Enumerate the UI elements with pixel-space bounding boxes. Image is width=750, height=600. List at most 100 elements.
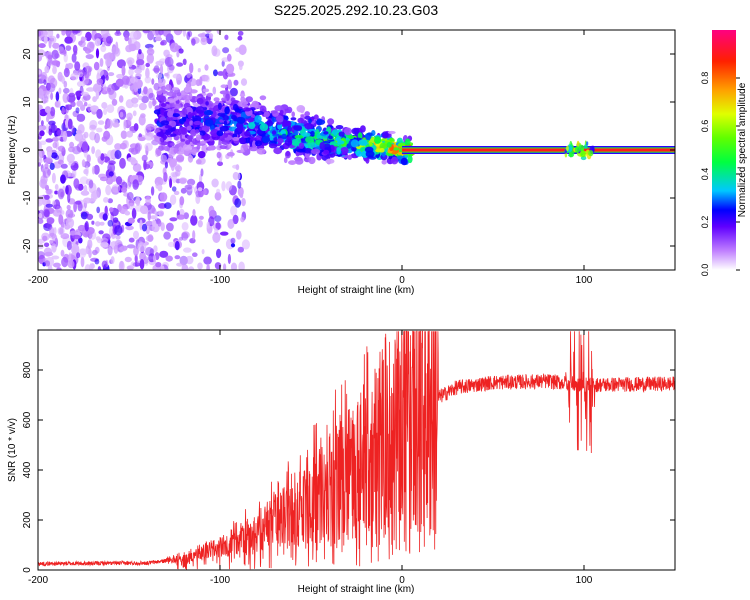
spectrogram-cell	[95, 48, 100, 59]
spectrogram-cell	[96, 108, 103, 119]
spectrogram-cell	[108, 171, 114, 177]
spectrogram-cell	[159, 64, 164, 75]
spectrogram-cell	[248, 122, 256, 130]
spectrogram-cell	[75, 184, 84, 191]
spectrogram-cell	[96, 206, 101, 214]
spectrogram-cell	[73, 50, 78, 56]
spectrogram-cell	[400, 157, 408, 166]
spectrogram-cell	[126, 244, 136, 249]
spectrogram-cell	[159, 58, 167, 64]
spectrogram-cell	[216, 151, 222, 159]
spectrogram-cell	[71, 53, 77, 63]
spectrogram-cell	[138, 49, 142, 55]
spectrogram-cell	[360, 147, 365, 152]
spectrogram-cell	[566, 145, 569, 152]
spectrogram-cell	[147, 30, 155, 41]
spectrogram-cell	[195, 106, 205, 114]
snr-frame	[37, 329, 676, 571]
spectrogram-cell	[256, 148, 266, 155]
spectrogram-cell	[66, 204, 71, 210]
spectrogram-cell	[219, 90, 229, 95]
spectrogram-cell	[169, 42, 179, 53]
spectrogram-cell	[134, 199, 140, 205]
spectrogram-cell	[42, 90, 51, 95]
spectrogram-cell	[186, 31, 191, 41]
spectrogram-cell	[276, 138, 284, 144]
spectrogram-cell	[160, 265, 165, 270]
spectrogram-cell	[49, 162, 55, 170]
snr-series-line	[38, 330, 675, 570]
spectrogram-cell	[57, 71, 63, 82]
spectrogram-cell	[68, 146, 75, 153]
spectrogram-cell	[298, 142, 305, 149]
spectrogram-cell	[90, 105, 99, 112]
spectrogram-cell	[94, 38, 101, 47]
spectrogram-cell	[165, 255, 173, 262]
spectrogram-cell	[109, 207, 114, 213]
spectrogram-cell	[169, 159, 177, 167]
spectrogram-cell	[236, 116, 246, 124]
spectrogram-cell	[173, 97, 179, 101]
spectrogram-cell	[66, 153, 75, 163]
spectrogram-cell	[56, 267, 62, 270]
spectrogram-cell	[379, 142, 388, 150]
spectrogram-cell	[107, 72, 115, 77]
spectrogram-cell	[186, 135, 194, 141]
spectrogram-cell	[580, 156, 587, 161]
spectrogram-cell	[68, 161, 75, 166]
spectrogram-cell	[44, 194, 50, 200]
spectrogram-cell	[131, 208, 137, 219]
spectrogram-cell	[44, 251, 54, 257]
spectrogram-cell	[163, 231, 171, 240]
spectrogram-cell	[299, 106, 305, 114]
spectrogram-cell	[308, 118, 312, 124]
spectrogram-cell	[230, 205, 238, 217]
spectrogram-cell	[83, 184, 88, 194]
snr-xtick-label: -100	[210, 575, 230, 586]
spectrogram-cell	[198, 215, 204, 220]
spectrogram-cell	[241, 198, 246, 207]
spectrogram-cell	[347, 154, 352, 160]
spectrogram-cell	[115, 78, 124, 88]
spectrogram-cell	[164, 130, 171, 136]
spectrogram-cell	[224, 34, 229, 40]
spectrogram-cell	[100, 237, 109, 244]
spectrogram-cell	[159, 250, 169, 258]
spectrogram-cell	[351, 146, 357, 152]
spectrogram-cell	[236, 113, 242, 118]
spectrogram-cell	[183, 247, 192, 253]
spectrogram-cell	[153, 82, 160, 91]
spectrogram-cell	[96, 78, 104, 85]
spectrogram-cell	[338, 131, 345, 137]
spectrogram-cell	[153, 245, 158, 253]
spectrogram-cell	[101, 102, 108, 109]
spectrogram-xtick-label: 0	[399, 275, 405, 286]
spectrogram-cell	[181, 232, 189, 241]
spectrogram-ytick-label: -10	[22, 190, 33, 205]
colorbar-ticks: 0.0 0.2 0.4 0.6 0.8	[700, 72, 740, 276]
spectrogram-cell	[351, 127, 360, 135]
spectrogram-cell	[254, 140, 263, 147]
spectrogram-cell	[178, 177, 188, 184]
spectrogram-cell	[230, 243, 236, 248]
spectrogram-cell	[248, 146, 258, 152]
spectrogram-cell	[189, 120, 194, 126]
spectrogram-cell	[40, 120, 44, 126]
spectrogram-cell	[45, 123, 50, 134]
spectrogram-cell	[57, 100, 61, 108]
spectrogram-cell	[78, 39, 86, 48]
snr-xtick-label: 100	[576, 575, 593, 586]
spectrogram-cell	[98, 230, 104, 235]
spectrogram-cell	[99, 221, 105, 226]
spectrogram-cell	[220, 84, 228, 89]
spectrogram-cell	[392, 147, 400, 151]
spectrogram-cell	[358, 139, 368, 146]
spectrogram-cell	[203, 189, 207, 195]
spectrogram-cell	[46, 115, 50, 123]
spectrogram-cell	[180, 138, 186, 142]
spectrogram-cell	[221, 97, 227, 102]
spectrogram-cell	[236, 230, 242, 240]
spectrogram-cell	[97, 120, 105, 125]
spectrogram-cell	[313, 114, 319, 120]
